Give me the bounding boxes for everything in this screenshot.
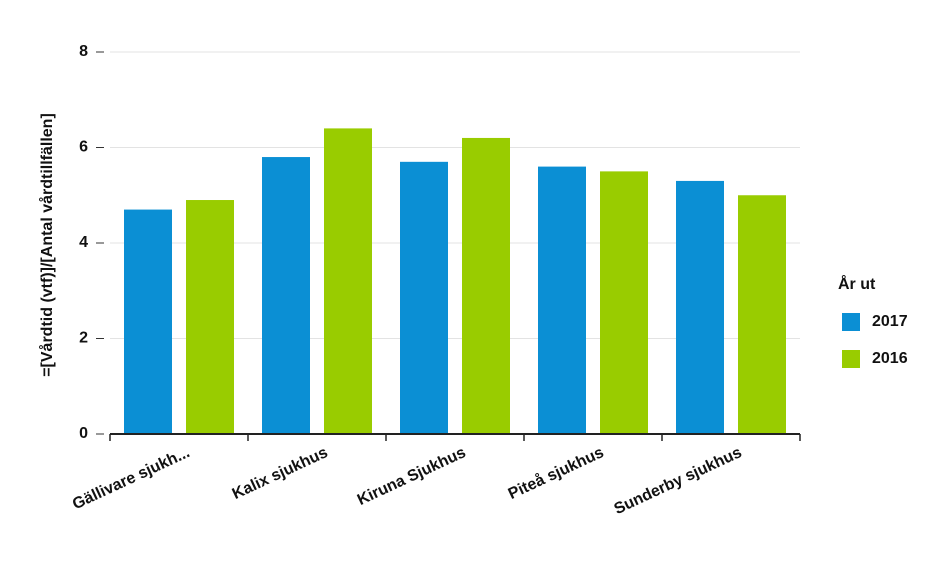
y-tick-label: 6 bbox=[79, 139, 88, 156]
legend-label: 2017 bbox=[872, 313, 908, 330]
bar bbox=[538, 166, 586, 434]
x-tick-label: Kiruna Sjukhus bbox=[355, 444, 469, 509]
x-tick-label: Gällivare sjukh... bbox=[70, 444, 192, 513]
legend-swatch bbox=[842, 313, 860, 331]
x-tick-label: Kalix sjukhus bbox=[230, 444, 331, 503]
y-tick-label: 2 bbox=[79, 330, 88, 347]
bar bbox=[186, 200, 234, 434]
y-axis-label: =[Vårdtid (vtf)]/[Antal vårdtillfällen] bbox=[38, 113, 56, 377]
bar bbox=[462, 137, 510, 434]
bar bbox=[124, 209, 172, 434]
bar bbox=[262, 157, 310, 435]
x-tick-label: Piteå sjukhus bbox=[505, 443, 606, 503]
y-tick-label: 0 bbox=[79, 425, 88, 442]
legend-title: År ut bbox=[838, 274, 876, 293]
x-tick-label: Sunderby sjukhus bbox=[612, 444, 745, 518]
bar bbox=[400, 161, 448, 434]
y-tick-label: 4 bbox=[79, 234, 88, 251]
bar bbox=[676, 180, 724, 434]
legend-swatch bbox=[842, 350, 860, 368]
bar bbox=[600, 171, 648, 434]
bar bbox=[738, 195, 786, 434]
y-tick-label: 8 bbox=[79, 43, 88, 60]
legend-label: 2016 bbox=[872, 350, 908, 367]
bar bbox=[324, 128, 372, 434]
